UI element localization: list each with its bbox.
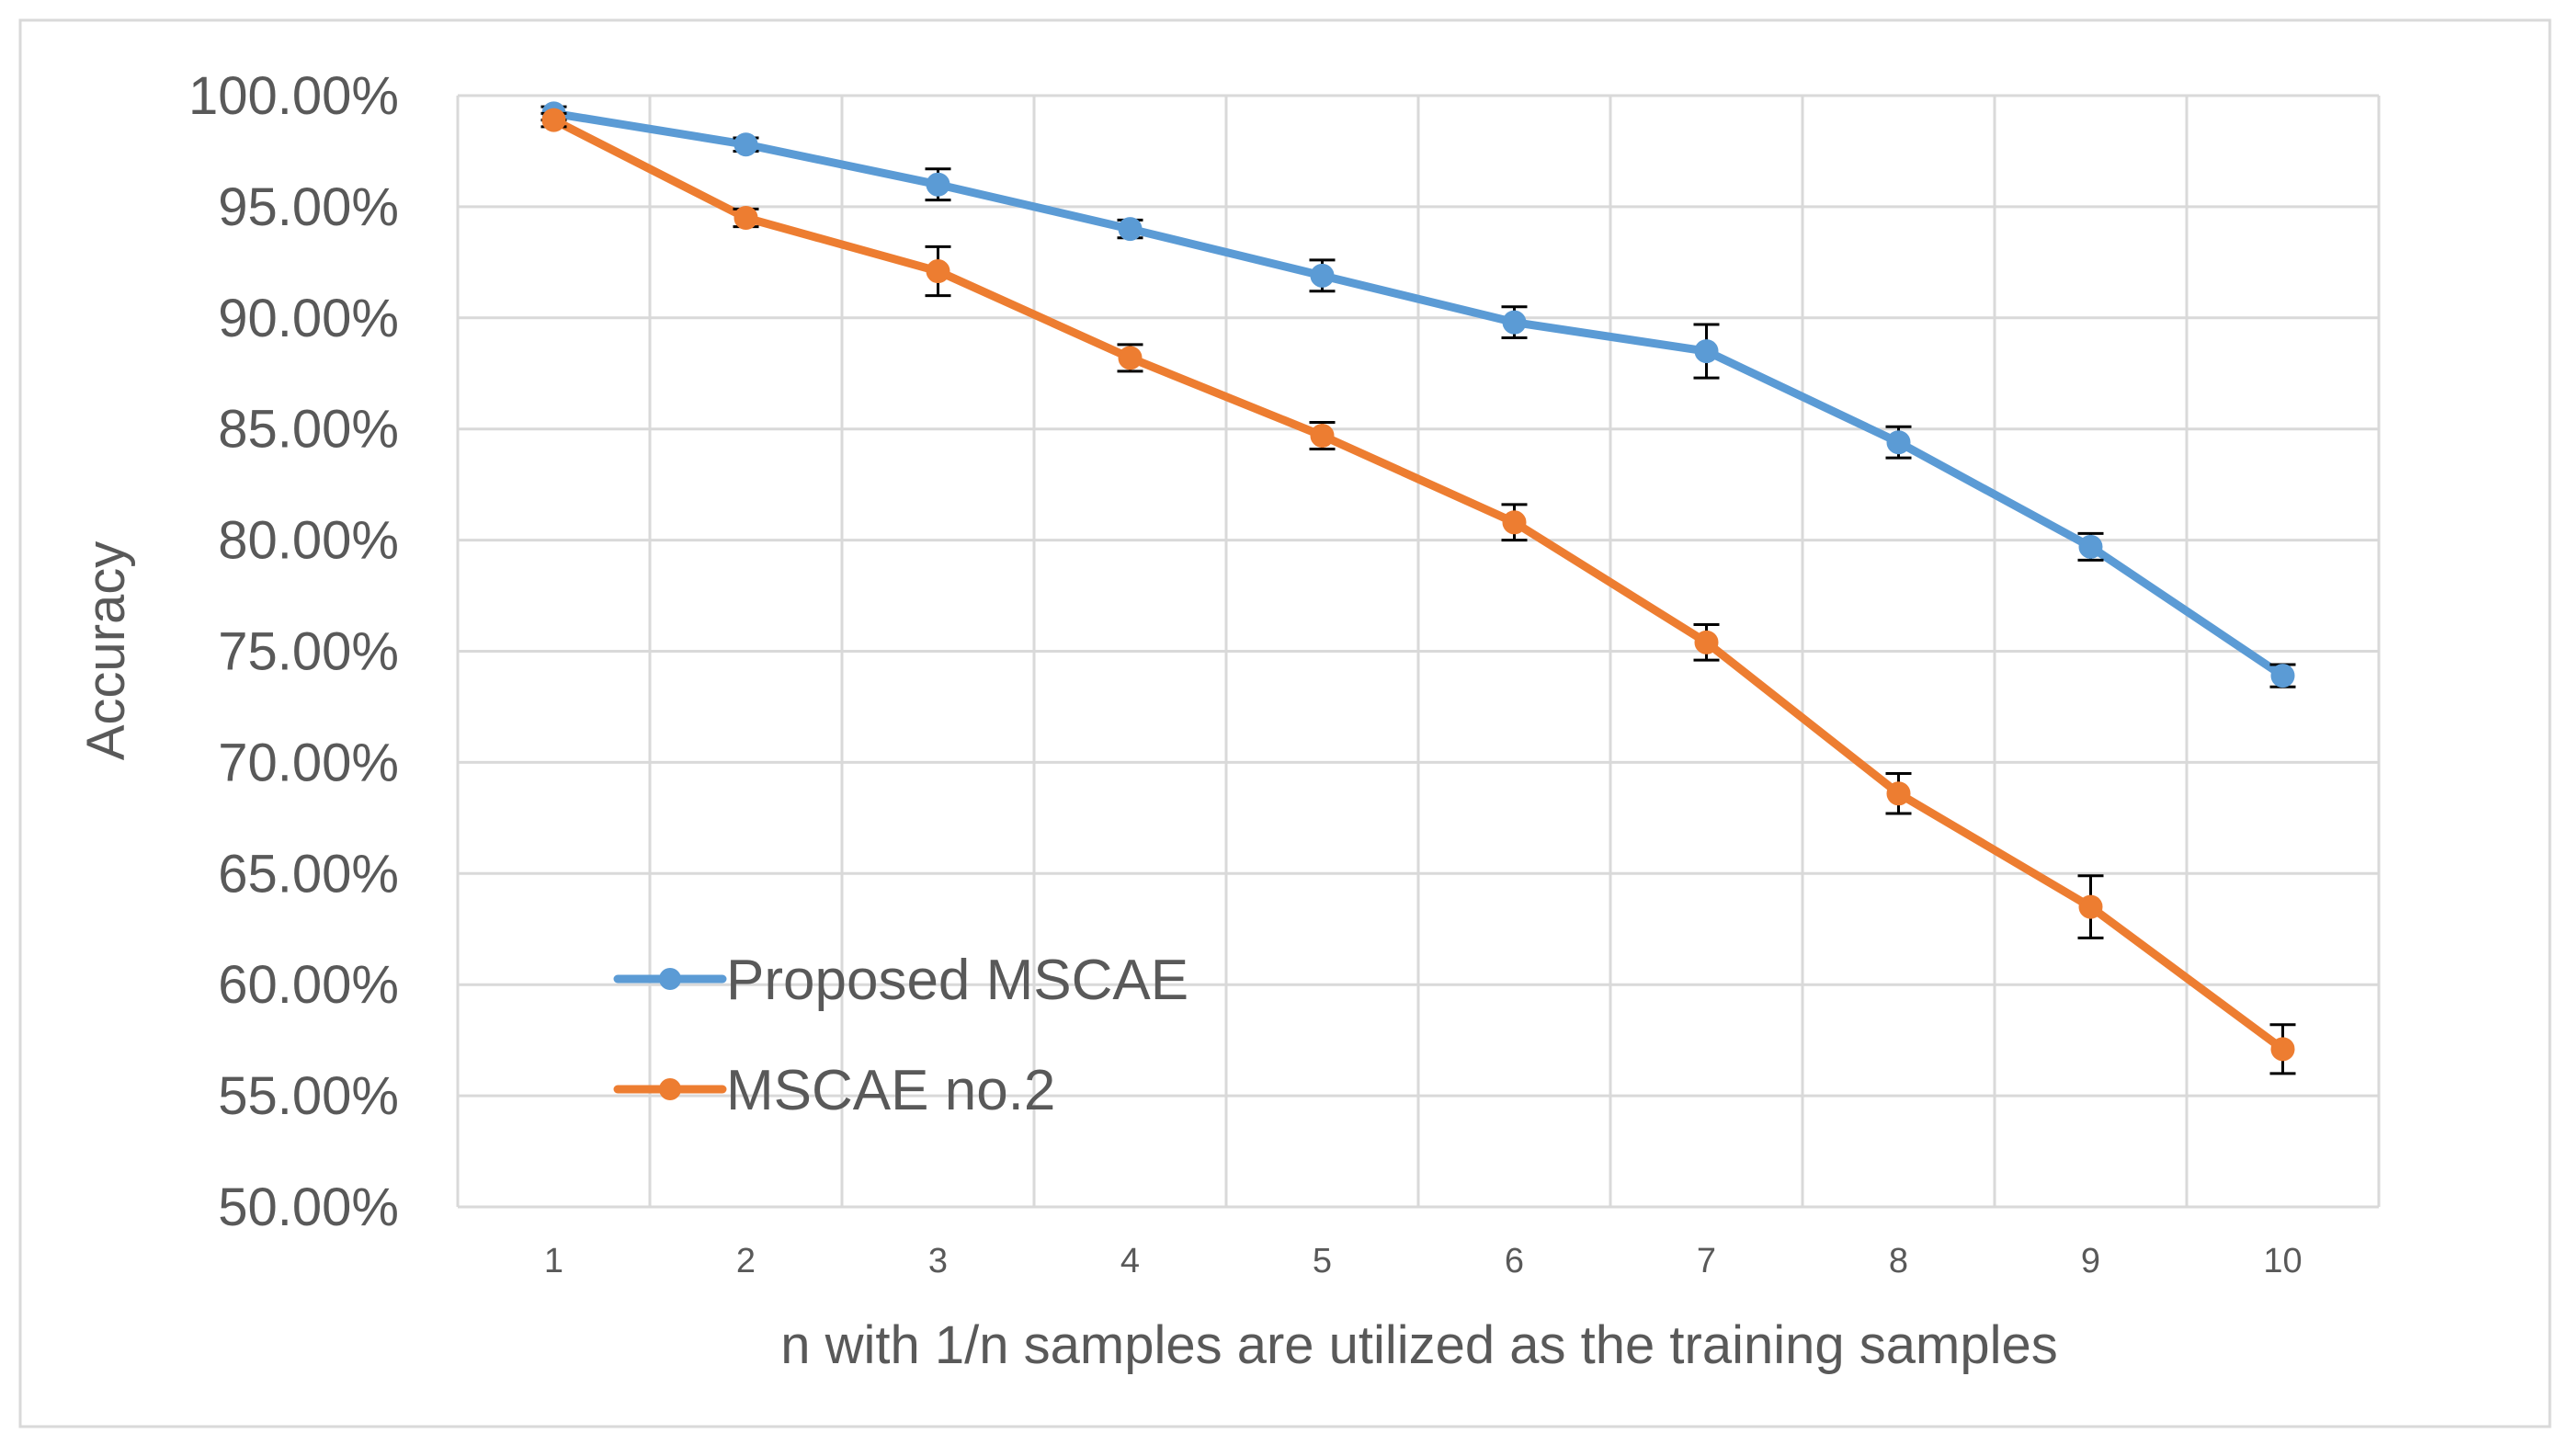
x-tick-label: 4 [1120,1242,1140,1280]
x-tick-label: 10 [2263,1242,2302,1280]
data-point [541,108,566,132]
series-1 [540,101,2296,688]
data-point [1118,346,1143,370]
data-point [2078,894,2103,919]
y-tick-label: 55.00% [218,1066,399,1126]
x-tick-label: 5 [1313,1242,1332,1280]
data-point [1886,781,1911,806]
y-tick-label: 60.00% [218,955,399,1015]
y-tick-label: 80.00% [218,511,399,571]
x-axis-title: n with 1/n samples are utilized as the t… [780,1315,2057,1375]
data-point [1694,630,1719,654]
data-point [926,172,950,197]
legend-swatch-marker [659,968,681,990]
y-tick-label: 100.00% [188,66,399,126]
data-point [1310,263,1335,288]
legend-label: MSCAE no.2 [726,1059,1055,1122]
data-point [2270,1037,2295,1062]
chart-frame [18,18,2552,1428]
data-point [1502,310,1527,335]
gridlines [456,94,2381,1209]
x-tick-label: 7 [1697,1242,1716,1280]
x-tick-label: 9 [2081,1242,2100,1280]
data-point [1502,510,1527,535]
x-tick-label: 6 [1505,1242,1524,1280]
data-point [2270,664,2295,688]
y-tick-label: 75.00% [218,622,399,682]
legend-item-2: MSCAE no.2 [613,1059,1055,1122]
y-tick-label: 85.00% [218,400,399,460]
x-tick-label: 2 [736,1242,756,1280]
series-line [550,116,2287,1053]
y-tick-label: 70.00% [218,733,399,792]
data-point [1694,339,1719,364]
x-tick-label: 3 [928,1242,948,1280]
series-lines [540,101,2296,1075]
data-point [2078,534,2103,559]
y-tick-label: 65.00% [218,844,399,904]
data-point [926,259,950,284]
legend-label: Proposed MSCAE [726,949,1188,1012]
data-point [1310,423,1335,448]
data-point [1886,430,1911,455]
y-axis-title: Accuracy [76,541,136,761]
data-point [733,205,758,230]
x-tick-label: 1 [544,1242,563,1280]
y-tick-label: 95.00% [218,177,399,237]
y-tick-label: 50.00% [218,1177,399,1237]
legend-swatch-marker [659,1078,681,1100]
y-tick-label: 90.00% [218,289,399,348]
series-2 [540,108,2296,1075]
data-point [733,132,758,157]
data-point [1118,217,1143,242]
legend: Proposed MSCAE MSCAE no.2 [613,949,1188,1122]
series-line [550,108,2287,680]
legend-item-1: Proposed MSCAE [613,949,1188,1012]
y-axis-tick-labels: 50.00% 55.00% 60.00% 65.00% 70.00% 75.00% 80.0… [188,66,399,1237]
x-axis-tick-labels: 1 2 3 4 5 6 7 8 9 10 [544,1242,2303,1280]
x-tick-label: 8 [1889,1242,1908,1280]
